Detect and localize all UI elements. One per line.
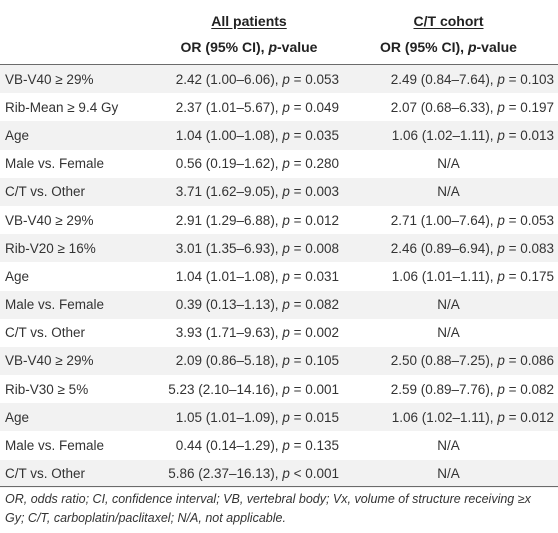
results-table: All patients C/T cohort OR (95% CI), p-v… [0, 2, 558, 488]
all-patients-cell: 0.39 (0.13–1.13), p = 0.082 [159, 290, 339, 319]
variable-cell: Male vs. Female [5, 156, 105, 172]
variable-cell: VB-V40 ≥ 29% [0, 64, 159, 94]
group-title-ct: C/T cohort [413, 13, 484, 29]
table-row: Male vs. Female 0.44 (0.14–1.29), p = 0.1… [0, 431, 558, 459]
all-patients-cell: 0.44 (0.14–1.29), p = 0.135 [175, 438, 339, 454]
header-empty-2 [0, 29, 159, 65]
variable-cell: C/T vs. Other [0, 177, 159, 206]
all-patients-cell: 5.23 (2.10–14.16), p = 0.001 [168, 381, 339, 397]
table-row: C/T vs. Other 3.71 (1.62–9.05), p = 0.003… [0, 177, 558, 206]
variable-cell: VB-V40 ≥ 29% [5, 212, 94, 228]
table-row: Age 1.04 (1.01–1.08), p = 0.031 1.06 (1.01… [0, 262, 558, 290]
table-row: Rib-Mean ≥ 9.4 Gy 2.37 (1.01–5.67), p = 0… [0, 93, 558, 121]
header-group-all-patients: All patients [159, 2, 339, 29]
footer-rule [0, 486, 558, 487]
all-patients-cell: 3.93 (1.71–9.63), p = 0.002 [175, 325, 339, 341]
variable-cell: C/T vs. Other [5, 325, 86, 341]
table-row: C/T vs. Other 5.86 (2.37–16.13), p < 0.00… [0, 459, 558, 488]
col-label-prefix: OR (95% CI), [180, 38, 269, 55]
ct-cohort-cell: 2.50 (0.88–7.25), p = 0.086 [339, 346, 558, 376]
ct-cohort-cell: 1.06 (1.01–1.11), p = 0.175 [391, 268, 554, 284]
table-row: Rib-V30 ≥ 5% 5.23 (2.10–14.16), p = 0.001… [0, 375, 558, 403]
group-title-all: All patients [211, 13, 287, 29]
ct-cohort-cell: 1.06 (1.02–1.11), p = 0.013 [339, 121, 558, 150]
variable-cell: Age [0, 403, 159, 432]
all-patients-cell: 1.05 (1.01–1.09), p = 0.015 [159, 403, 339, 432]
ct-cohort-cell: N/A [339, 290, 558, 319]
all-patients-cell: 1.04 (1.01–1.08), p = 0.031 [175, 268, 339, 284]
col-label-ct: OR (95% CI), p-value [339, 29, 558, 65]
all-patients-cell: 3.71 (1.62–9.05), p = 0.003 [159, 177, 339, 206]
all-patients-cell: 5.86 (2.37–16.13), p < 0.001 [159, 459, 339, 488]
variable-cell: Rib-Mean ≥ 9.4 Gy [5, 99, 119, 115]
table-row: Male vs. Female 0.39 (0.13–1.13), p = 0.0… [0, 290, 558, 319]
all-patients-cell: 2.09 (0.86–5.18), p = 0.105 [159, 346, 339, 376]
ct-cohort-cell: N/A [339, 459, 558, 488]
variable-cell: VB-V40 ≥ 29% [0, 346, 159, 376]
ct-cohort-cell: N/A [437, 156, 460, 172]
table-row: Age 1.04 (1.00–1.08), p = 0.035 1.06 (1.02… [0, 121, 558, 150]
all-patients-cell: 1.04 (1.00–1.08), p = 0.035 [159, 121, 339, 150]
variable-cell: C/T vs. Other [0, 459, 159, 488]
table-header: All patients C/T cohort OR (95% CI), p-v… [0, 2, 558, 65]
table-row: Age 1.05 (1.01–1.09), p = 0.015 1.06 (1.02… [0, 403, 558, 432]
col-label-p: p [268, 38, 277, 55]
ct-cohort-cell: N/A [339, 177, 558, 206]
header-group-ct-cohort: C/T cohort [339, 2, 558, 29]
col-label-prefix: OR (95% CI), [380, 38, 468, 55]
all-patients-cell: 0.56 (0.19–1.62), p = 0.280 [175, 156, 339, 172]
all-patients-cell: 2.91 (1.29–6.88), p = 0.012 [175, 212, 339, 228]
table-body: VB-V40 ≥ 29% 2.42 (1.00–6.06), p = 0.053 2… [0, 64, 558, 488]
ct-cohort-cell: 2.07 (0.68–6.33), p = 0.197 [390, 99, 554, 115]
header-empty [0, 2, 159, 29]
ct-cohort-cell: 2.46 (0.89–6.94), p = 0.083 [339, 234, 558, 263]
variable-cell: Male vs. Female [0, 290, 159, 319]
table-row: VB-V40 ≥ 29% 2.09 (0.86–5.18), p = 0.105 2… [0, 346, 558, 376]
variable-cell: Rib-V20 ≥ 16% [0, 234, 159, 263]
table-row: VB-V40 ≥ 29% 2.91 (1.29–6.88), p = 0.012 2… [0, 206, 558, 234]
ct-cohort-cell: N/A [437, 325, 460, 341]
ct-cohort-cell: 2.71 (1.00–7.64), p = 0.053 [390, 212, 554, 228]
col-label-p: p [467, 38, 477, 55]
all-patients-cell: 3.01 (1.35–6.93), p = 0.008 [159, 234, 339, 263]
ct-cohort-cell: 2.49 (0.84–7.64), p = 0.103 [339, 64, 558, 94]
table-row: C/T vs. Other 3.93 (1.71–9.63), p = 0.002… [0, 319, 558, 347]
col-label-suffix: -value [476, 38, 517, 55]
variable-cell: Rib-V30 ≥ 5% [5, 381, 89, 397]
ct-cohort-cell: N/A [437, 438, 460, 454]
variable-cell: Male vs. Female [5, 438, 105, 454]
col-label-all: OR (95% CI), p-value [159, 29, 339, 65]
table-row: VB-V40 ≥ 29% 2.42 (1.00–6.06), p = 0.053 2… [0, 64, 558, 94]
table-row: Rib-V20 ≥ 16% 3.01 (1.35–6.93), p = 0.008… [0, 234, 558, 263]
variable-cell: Age [5, 268, 30, 284]
table-footnote: OR, odds ratio; CI, confidence interval;… [5, 492, 531, 525]
ct-cohort-cell: 1.06 (1.02–1.11), p = 0.012 [339, 403, 558, 432]
ct-cohort-cell: 2.59 (0.89–7.76), p = 0.082 [390, 381, 554, 397]
table-row: Male vs. Female 0.56 (0.19–1.62), p = 0.2… [0, 150, 558, 178]
col-label-suffix: -value [277, 38, 318, 55]
variable-cell: Age [0, 121, 159, 150]
all-patients-cell: 2.37 (1.01–5.67), p = 0.049 [175, 99, 339, 115]
all-patients-cell: 2.42 (1.00–6.06), p = 0.053 [159, 64, 339, 94]
